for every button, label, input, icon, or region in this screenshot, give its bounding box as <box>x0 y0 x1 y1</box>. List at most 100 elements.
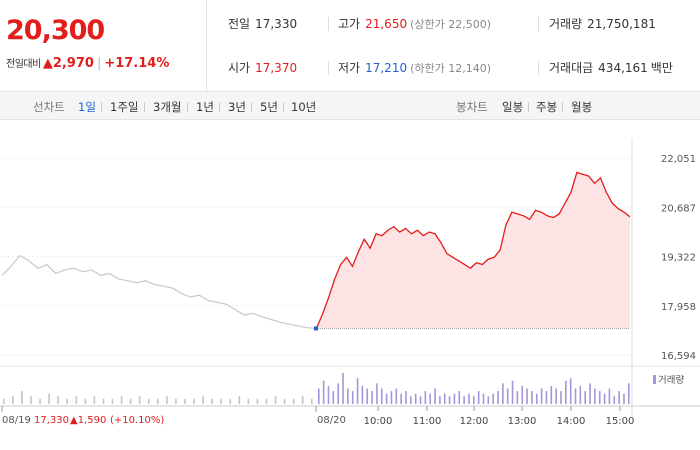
volume-bar <box>21 391 23 404</box>
volume-stat: 거래량 21,750,181 <box>549 15 656 32</box>
open-value: 17,370 <box>255 61 298 75</box>
volume-bar <box>147 398 150 404</box>
volume-bar <box>274 396 277 404</box>
open-stat: 시가 17,370 <box>228 59 297 76</box>
volume-bar <box>129 398 132 404</box>
volume-bar <box>400 393 402 404</box>
volume-bar <box>184 398 186 404</box>
volume-bar <box>545 391 548 404</box>
prev-day-close: 17,330 <box>34 415 69 426</box>
volume-bar <box>120 396 123 404</box>
volume-bar <box>506 388 509 404</box>
volume-bar <box>376 383 378 404</box>
volume-bar <box>511 380 514 404</box>
volume-bar <box>468 393 470 404</box>
period-tab-1d[interactable]: 1일 <box>78 100 96 114</box>
volume-bar <box>380 388 383 404</box>
low-stat: 저가 17,210 (하한가 12,140) <box>338 59 491 76</box>
candle-tab-weekly[interactable]: 주봉 <box>536 100 558 114</box>
x-tick-label: 11:00 <box>413 416 442 427</box>
divider <box>562 102 563 112</box>
trade-value-stat: 거래대금 434,161 백만 <box>549 59 673 76</box>
volume-bar <box>39 398 41 404</box>
volume-bar <box>434 388 436 404</box>
volume-bar <box>569 378 572 404</box>
trade-value-unit: 백만 <box>650 61 673 75</box>
volume-bar <box>531 391 533 404</box>
volume-value: 21,750,181 <box>587 17 656 31</box>
divider <box>538 61 539 75</box>
volume-bar <box>477 391 480 404</box>
volume-bar <box>75 396 78 404</box>
volume-bar <box>366 388 369 404</box>
volume-bar <box>550 385 553 404</box>
today-series-line <box>316 171 631 328</box>
trade-value: 434,161 <box>598 61 648 75</box>
volume-bar <box>584 391 587 404</box>
period-tab-10y[interactable]: 10년 <box>291 100 317 114</box>
volume-bar <box>265 398 268 404</box>
intraday-price-chart: 22,051 20,687 19,322 17,958 16,594 10:00 11:00… <box>0 138 700 427</box>
volume-bar <box>166 396 168 404</box>
high-value: 21,650 <box>365 17 408 31</box>
volume-bar <box>283 398 286 404</box>
volume-legend-swatch <box>653 375 656 384</box>
period-tab-3y[interactable]: 3년 <box>228 100 246 114</box>
y-tick-label: 22,051 <box>661 154 696 165</box>
volume-bar <box>356 378 359 404</box>
volume-bar <box>12 396 14 404</box>
change-separator: | <box>96 56 102 71</box>
volume-bar <box>526 388 528 404</box>
divider <box>528 102 529 112</box>
volume-bar <box>202 396 204 404</box>
period-tab-1w[interactable]: 1주일 <box>110 100 139 114</box>
candle-tab-monthly[interactable]: 월봉 <box>571 100 593 114</box>
prev-day-change-pct: (+10.10%) <box>110 415 165 426</box>
volume-bar <box>623 393 625 404</box>
volume-bar <box>337 383 339 404</box>
volume-bar <box>463 396 465 404</box>
volume-bar <box>30 396 32 404</box>
period-tab-5y[interactable]: 5년 <box>260 100 278 114</box>
volume-bar <box>220 398 223 404</box>
volume-bar <box>138 396 141 404</box>
volume-bar <box>521 385 524 404</box>
volume-bar <box>492 393 494 404</box>
volume-bar <box>318 388 320 404</box>
price-box: 20,300 전일대비 ▲2,970 | +17.14% <box>0 0 207 92</box>
volume-bar <box>3 398 5 404</box>
volume-bar <box>589 383 591 404</box>
low-label: 저가 <box>338 61 361 75</box>
volume-bar <box>351 391 354 404</box>
volume-bar <box>405 391 407 404</box>
period-tab-1y[interactable]: 1년 <box>196 100 214 114</box>
volume-bar <box>211 398 213 404</box>
volume-bar <box>429 393 432 404</box>
price-summary: 20,300 전일대비 ▲2,970 | +17.14% 전일 17,330 고가 21,… <box>0 0 700 92</box>
y-tick-label: 20,687 <box>661 203 696 214</box>
volume-bar <box>332 391 335 404</box>
volume-bar <box>502 383 504 404</box>
high-stat: 고가 21,650 (상한가 22,500) <box>338 15 491 32</box>
volume-bar <box>535 393 538 404</box>
divider <box>251 102 252 112</box>
volume-bar <box>342 373 344 404</box>
volume-bar <box>256 398 259 404</box>
volume-bar <box>57 396 59 404</box>
period-tab-3m[interactable]: 3개월 <box>153 100 182 114</box>
high-label: 고가 <box>338 17 361 31</box>
volume-bar <box>292 398 295 404</box>
volume-bar <box>193 398 195 404</box>
volume-bar <box>540 388 543 404</box>
divider <box>328 17 329 31</box>
volume-bar <box>84 398 87 404</box>
volume-bar <box>371 391 373 404</box>
x-tick-label: 15:00 <box>606 416 635 427</box>
y-tick-label: 17,958 <box>661 302 696 313</box>
candle-tab-daily[interactable]: 일봉 <box>502 100 524 114</box>
trade-value-label: 거래대금 <box>549 61 594 75</box>
lower-limit: (하한가 12,140) <box>410 62 492 75</box>
volume-bar <box>628 383 630 404</box>
divider <box>283 102 284 112</box>
